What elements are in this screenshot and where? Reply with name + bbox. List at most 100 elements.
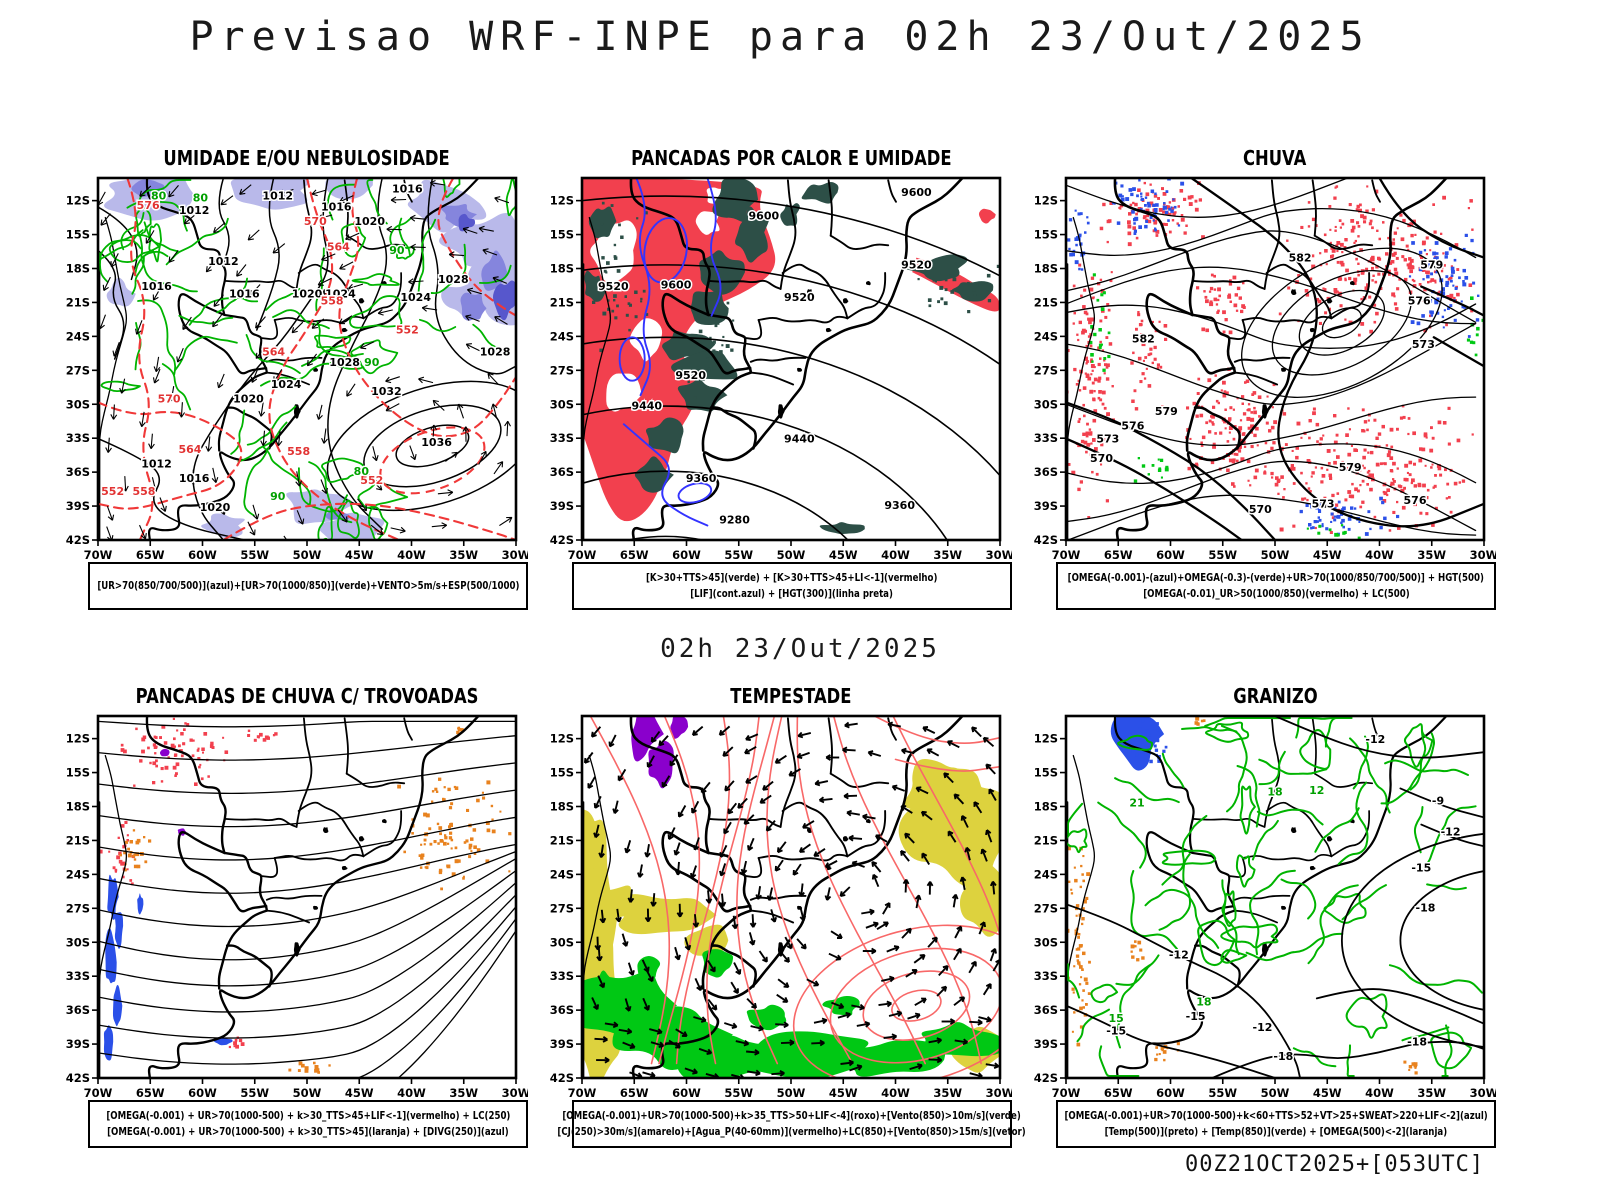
svg-text:33S: 33S — [1034, 431, 1058, 445]
caption-line: [CJ(250)>30m/s](amarelo)+[Agua_P(40-60mm… — [557, 1126, 1027, 1138]
svg-text:573: 573 — [1312, 497, 1335, 510]
svg-text:18S: 18S — [66, 800, 90, 814]
svg-text:30S: 30S — [66, 935, 90, 949]
svg-text:24S: 24S — [1034, 867, 1058, 881]
svg-text:27S: 27S — [550, 901, 574, 915]
svg-text:579: 579 — [1339, 461, 1362, 474]
svg-text:564: 564 — [327, 240, 350, 253]
svg-text:15S: 15S — [1034, 228, 1058, 242]
svg-text:1012: 1012 — [208, 255, 239, 268]
svg-text:552: 552 — [360, 474, 383, 487]
svg-text:9280: 9280 — [719, 514, 750, 527]
caption-line: [UR>70(850/700/500)](azul)+[UR>70(1000/8… — [96, 580, 520, 592]
svg-text:70W: 70W — [1052, 1086, 1081, 1100]
svg-text:573: 573 — [1096, 432, 1119, 445]
svg-text:39S: 39S — [66, 499, 90, 513]
svg-text:-12: -12 — [1169, 949, 1189, 962]
svg-text:9520: 9520 — [901, 259, 932, 272]
caption-line: [OMEGA(-0.001)+UR>70(1000-500)+k<60+TTS>… — [1064, 1110, 1488, 1122]
svg-text:60W: 60W — [1156, 1086, 1185, 1100]
caption-line: [OMEGA(-0.001) + UR>70(1000-500) + k>30_… — [107, 1126, 509, 1138]
svg-text:36S: 36S — [550, 465, 574, 479]
svg-text:36S: 36S — [550, 1003, 574, 1017]
validity-subtitle: 02h 23/Out/2025 — [660, 634, 940, 664]
svg-text:576: 576 — [137, 199, 160, 212]
svg-text:1016: 1016 — [229, 287, 260, 300]
svg-text:21S: 21S — [66, 833, 90, 847]
svg-text:9360: 9360 — [884, 499, 915, 512]
svg-text:24S: 24S — [1034, 329, 1058, 343]
svg-text:55W: 55W — [1208, 1086, 1237, 1100]
map-overlays-over: -12 -9 -12 -15 -18 -12 -15 -15 -12 -18 -18 21 18 12 15… — [1066, 716, 1484, 1078]
svg-text:9600: 9600 — [749, 210, 780, 223]
svg-text:60W: 60W — [188, 1086, 217, 1100]
svg-text:50W: 50W — [293, 548, 322, 562]
caption-box: [OMEGA(-0.001)-(azul)+OMEGA(-0.3)-(verde… — [1056, 562, 1496, 610]
svg-text:35W: 35W — [449, 1086, 478, 1100]
svg-text:1024: 1024 — [271, 378, 302, 391]
svg-text:70W: 70W — [84, 548, 113, 562]
svg-text:12S: 12S — [66, 732, 90, 746]
map-overlays-under — [582, 178, 1000, 540]
svg-text:30W: 30W — [1470, 1086, 1496, 1100]
caption-line: [LIF](cont.azul) + [HGT(300)](linha pret… — [690, 588, 894, 600]
svg-text:1028: 1028 — [329, 356, 360, 369]
svg-text:-15: -15 — [1106, 1025, 1126, 1038]
map-overlays-over: 9600 9600 9600 9520 9520 9520 9520 9440 9440 9360… — [597, 178, 934, 528]
svg-text:39S: 39S — [550, 499, 574, 513]
svg-text:576: 576 — [1408, 295, 1431, 308]
panel-title: PANCADAS POR CALOR E UMIDADE — [630, 146, 952, 170]
svg-text:50W: 50W — [293, 1086, 322, 1100]
svg-text:21: 21 — [1129, 797, 1144, 810]
svg-text:70W: 70W — [1052, 548, 1081, 562]
svg-text:80: 80 — [193, 192, 209, 205]
svg-text:9440: 9440 — [631, 400, 662, 413]
svg-text:55W: 55W — [240, 548, 269, 562]
svg-text:12S: 12S — [550, 732, 574, 746]
svg-text:80: 80 — [151, 190, 167, 203]
svg-text:65W: 65W — [620, 1086, 649, 1100]
svg-text:60W: 60W — [188, 548, 217, 562]
svg-text:60W: 60W — [1156, 548, 1185, 562]
svg-text:42S: 42S — [1034, 533, 1058, 547]
svg-text:1012: 1012 — [262, 190, 293, 203]
map-overlays-over — [583, 716, 1000, 1078]
svg-text:42S: 42S — [66, 1071, 90, 1085]
svg-text:36S: 36S — [1034, 1003, 1058, 1017]
svg-text:9600: 9600 — [901, 186, 932, 199]
svg-text:24S: 24S — [66, 329, 90, 343]
svg-text:564: 564 — [262, 345, 285, 358]
svg-text:1028: 1028 — [480, 345, 511, 358]
map-overlays-under — [98, 717, 512, 1074]
svg-text:30W: 30W — [986, 548, 1012, 562]
svg-text:40W: 40W — [397, 548, 426, 562]
svg-text:55W: 55W — [240, 1086, 269, 1100]
svg-text:27S: 27S — [66, 901, 90, 915]
svg-text:40W: 40W — [1365, 548, 1394, 562]
svg-text:33S: 33S — [66, 431, 90, 445]
svg-text:27S: 27S — [550, 363, 574, 377]
svg-text:1020: 1020 — [233, 392, 264, 405]
caption-box: [OMEGA(-0.001)+UR>70(1000-500)+k<60+TTS>… — [1056, 1100, 1496, 1148]
svg-text:24S: 24S — [66, 867, 90, 881]
svg-text:35W: 35W — [449, 548, 478, 562]
svg-text:21S: 21S — [66, 295, 90, 309]
panel-title: TEMPESTADE — [730, 684, 852, 708]
svg-text:30W: 30W — [1470, 548, 1496, 562]
svg-text:30S: 30S — [550, 935, 574, 949]
panel-trovoadas: PANCADAS DE CHUVA C/ TROVOADAS 12S 15S 18S… — [58, 684, 528, 1170]
svg-text:1016: 1016 — [392, 182, 423, 195]
svg-text:12S: 12S — [1034, 194, 1058, 208]
svg-text:50W: 50W — [1261, 548, 1290, 562]
svg-text:9520: 9520 — [675, 369, 706, 382]
svg-text:30W: 30W — [502, 548, 528, 562]
svg-text:33S: 33S — [66, 969, 90, 983]
svg-text:55W: 55W — [1208, 548, 1237, 562]
svg-text:-18: -18 — [1273, 1050, 1293, 1063]
svg-text:24S: 24S — [550, 329, 574, 343]
svg-text:40W: 40W — [1365, 1086, 1394, 1100]
svg-text:15: 15 — [1109, 1012, 1124, 1025]
